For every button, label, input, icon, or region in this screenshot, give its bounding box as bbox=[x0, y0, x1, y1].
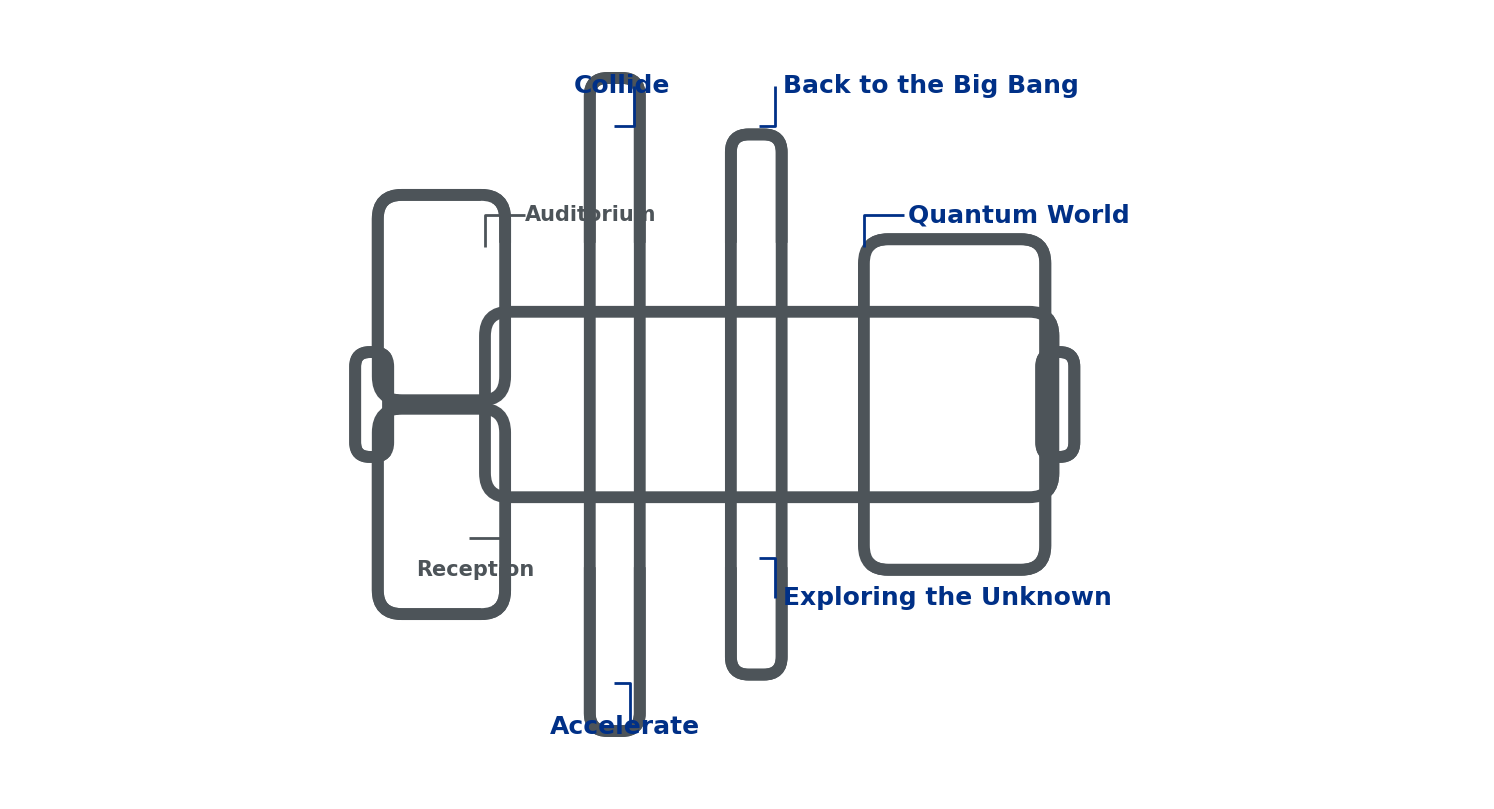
FancyBboxPatch shape bbox=[864, 239, 1046, 570]
Bar bbox=[593, 307, 636, 502]
FancyBboxPatch shape bbox=[731, 134, 781, 675]
FancyBboxPatch shape bbox=[486, 311, 1053, 498]
Text: Collide: Collide bbox=[574, 74, 669, 98]
Text: Auditorium: Auditorium bbox=[526, 205, 657, 225]
Bar bbox=[481, 413, 490, 610]
Bar bbox=[734, 307, 778, 502]
Text: Back to the Big Bang: Back to the Big Bang bbox=[783, 74, 1079, 98]
Bar bbox=[1040, 356, 1049, 453]
FancyBboxPatch shape bbox=[1041, 352, 1074, 457]
FancyBboxPatch shape bbox=[356, 352, 388, 457]
Bar bbox=[481, 199, 490, 396]
FancyBboxPatch shape bbox=[378, 409, 505, 614]
FancyBboxPatch shape bbox=[378, 195, 505, 400]
Bar bbox=[861, 244, 872, 565]
FancyBboxPatch shape bbox=[590, 78, 639, 731]
Text: Accelerate: Accelerate bbox=[550, 715, 699, 739]
Text: Reception: Reception bbox=[417, 560, 535, 580]
Bar bbox=[384, 356, 394, 453]
Bar bbox=[486, 244, 868, 565]
Text: Quantum World: Quantum World bbox=[908, 203, 1129, 227]
Text: Exploring the Unknown: Exploring the Unknown bbox=[783, 586, 1112, 610]
